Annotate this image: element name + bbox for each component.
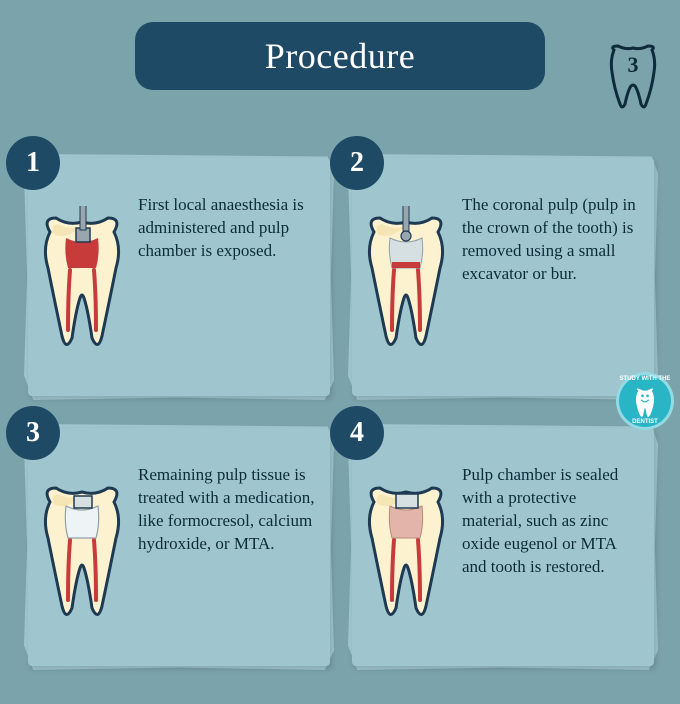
corner-tooth-badge: 3: [604, 42, 662, 112]
steps-grid: 1 First local anaesthesia is administere…: [0, 152, 680, 704]
step-card-2: 2 The coronal pulp (pulp in the crown of…: [352, 158, 654, 396]
step-number-badge: 3: [6, 406, 60, 460]
step-card-4: 4 Pulp chamber is sealed with a protecti…: [352, 428, 654, 666]
tooth-illustration-3: [32, 476, 132, 636]
step-number-badge: 4: [330, 406, 384, 460]
step-number-badge: 2: [330, 136, 384, 190]
step-text: Pulp chamber is sealed with a protective…: [462, 464, 640, 579]
corner-number: 3: [628, 52, 639, 77]
step-text: First local anaesthesia is administered …: [138, 194, 316, 263]
watermark-bottom-text: DENTIST: [616, 419, 674, 425]
watermark-top-text: STUDY WITH THE: [616, 376, 674, 382]
watermark-tooth-icon: [628, 384, 662, 418]
step-card-3: 3 Remaining pulp tissue is treated with …: [28, 428, 330, 666]
tooth-illustration-2: [356, 206, 456, 366]
watermark-badge: STUDY WITH THE DENTIST: [616, 372, 674, 430]
page-title: Procedure: [135, 22, 545, 90]
tooth-illustration-4: [356, 476, 456, 636]
tooth-illustration-1: [32, 206, 132, 366]
step-number-badge: 1: [6, 136, 60, 190]
step-card-1: 1 First local anaesthesia is administere…: [28, 158, 330, 396]
step-text: The coronal pulp (pulp in the crown of t…: [462, 194, 640, 286]
step-text: Remaining pulp tissue is treated with a …: [138, 464, 316, 556]
